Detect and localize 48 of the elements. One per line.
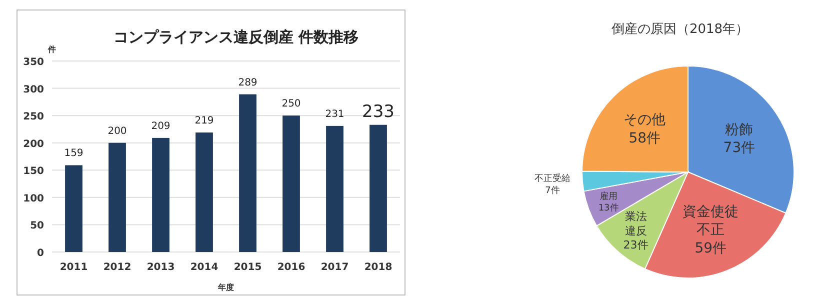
bar [108,142,126,252]
data-label: 200 [108,126,127,137]
data-label: 250 [282,98,301,110]
slice-label: 不正受給 [534,173,571,184]
bar [326,126,344,252]
bar [370,124,387,252]
y-tick-label: 100 [23,193,44,204]
data-label: 159 [64,148,84,160]
x-axis-title: 年度 [217,282,234,292]
y-tick-label: 200 [23,138,44,150]
bar [65,165,82,252]
y-tick-label: 0 [37,248,44,259]
y-tick-label: 50 [30,220,44,232]
data-label: 73件 [723,140,756,156]
x-tick-label: 2018 [364,262,392,273]
data-label: 231 [325,108,344,120]
slice-label: 粉飾 [725,122,754,138]
data-label: 219 [194,115,214,126]
x-tick-label: 2012 [103,262,132,273]
x-tick-label: 2016 [277,262,306,273]
data-label: 7件 [545,184,560,196]
bar [282,116,300,252]
chart-title: 倒産の原因（2018年） [611,21,749,37]
data-label: 289 [238,77,258,88]
slice-label: その他 [624,112,666,128]
data-label: 209 [151,120,170,132]
data-label: 23件 [623,238,648,252]
data-label: 233 [362,102,394,122]
bar [196,132,213,252]
bar [152,138,170,252]
slice-label: 雇用 [600,190,618,202]
x-tick-label: 2013 [146,262,175,273]
bar [239,94,256,252]
y-tick-label: 300 [23,84,44,96]
y-tick-label: 350 [23,57,44,68]
data-label: 13件 [598,202,619,214]
x-tick-label: 2011 [60,262,88,273]
y-tick-label: 150 [23,166,44,178]
y-axis-title: 件 [47,45,56,54]
chart-title: コンプライアンス違反倒産 件数推移 [113,28,359,46]
x-tick-label: 2017 [320,262,349,273]
x-tick-label: 2014 [190,262,218,273]
slice-label: 資金使徒不正 [682,204,739,238]
data-label: 58件 [628,130,661,146]
y-tick-label: 250 [23,112,44,123]
slice-label: 業法違反 [624,210,647,238]
x-tick-label: 2015 [234,262,262,273]
data-label: 59件 [694,240,727,256]
